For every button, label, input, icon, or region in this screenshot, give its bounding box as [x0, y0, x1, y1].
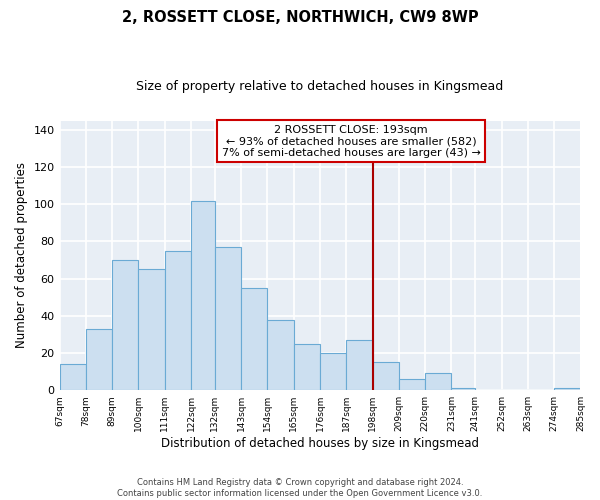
Bar	[294, 344, 320, 390]
Title: Size of property relative to detached houses in Kingsmead: Size of property relative to detached ho…	[136, 80, 503, 93]
Bar	[164, 250, 191, 390]
Bar	[191, 200, 215, 390]
Bar	[373, 362, 399, 390]
Bar	[451, 388, 475, 390]
Text: 2, ROSSETT CLOSE, NORTHWICH, CW9 8WP: 2, ROSSETT CLOSE, NORTHWICH, CW9 8WP	[122, 10, 478, 25]
Bar	[139, 270, 164, 390]
Bar	[241, 288, 268, 390]
Bar	[346, 340, 373, 390]
Bar	[554, 388, 581, 390]
Bar	[59, 364, 86, 390]
Text: Contains HM Land Registry data © Crown copyright and database right 2024.
Contai: Contains HM Land Registry data © Crown c…	[118, 478, 482, 498]
Bar	[86, 329, 112, 390]
Bar	[425, 374, 451, 390]
X-axis label: Distribution of detached houses by size in Kingsmead: Distribution of detached houses by size …	[161, 437, 479, 450]
Bar	[320, 353, 346, 390]
Bar	[215, 247, 241, 390]
Bar	[268, 320, 294, 390]
Bar	[112, 260, 139, 390]
Text: 2 ROSSETT CLOSE: 193sqm
← 93% of detached houses are smaller (582)
7% of semi-de: 2 ROSSETT CLOSE: 193sqm ← 93% of detache…	[222, 124, 481, 158]
Bar	[399, 379, 425, 390]
Y-axis label: Number of detached properties: Number of detached properties	[15, 162, 28, 348]
